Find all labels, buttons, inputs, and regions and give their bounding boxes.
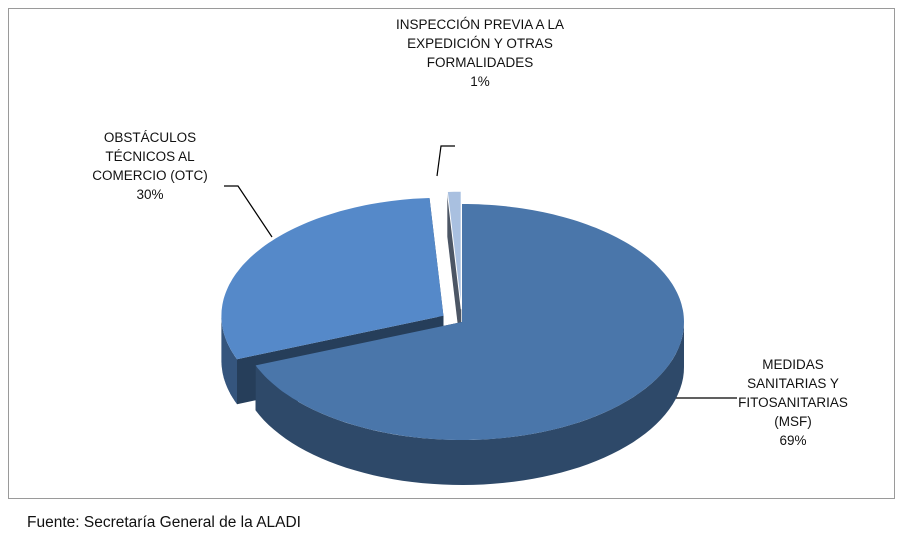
chart-frame [8,8,895,499]
category-name: INSPECCIÓN PREVIA A LA EXPEDICIÓN Y OTRA… [395,17,565,70]
leader-line [224,185,273,238]
pie-slice [446,190,462,355]
slice-label: INSPECCIÓN PREVIA A LA EXPEDICIÓN Y OTRA… [375,15,585,91]
slice-top [446,190,462,310]
leader-line [436,145,455,177]
slice-label: OBSTÁCULOS TÉCNICOS AL COMERCIO (OTC) 30% [70,128,230,204]
source-note: Fuente: Secretaría General de la ALADI [27,514,301,531]
slice-top [221,198,444,360]
slice-side [221,315,237,405]
value-label: 1% [470,74,490,89]
slice-label: MEDIDAS SANITARIAS Y FITOSANITARIAS (MSF… [723,355,863,450]
slice-wall [447,191,462,355]
category-name: OBSTÁCULOS TÉCNICOS AL COMERCIO (OTC) [92,130,208,183]
slice-top [255,204,684,440]
slice-side [255,322,684,485]
category-name: MEDIDAS SANITARIAS Y FITOSANITARIAS (MSF… [738,357,848,429]
value-label: 69% [779,433,807,448]
value-label: 30% [136,187,164,202]
pie-slice [255,204,684,485]
